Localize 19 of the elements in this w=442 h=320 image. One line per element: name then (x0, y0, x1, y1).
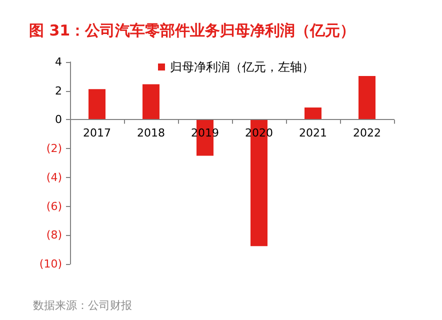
y-tick-label: (10) (39, 258, 62, 270)
y-tick-label: 4 (55, 56, 62, 68)
x-tick-label: 2022 (353, 126, 381, 140)
y-tick-label: (4) (46, 170, 62, 184)
legend-label: 归母净利润（亿元，左轴） (170, 60, 314, 74)
bar (304, 107, 322, 120)
bar (358, 76, 376, 120)
bar (142, 84, 160, 120)
x-tick-label: 2017 (83, 126, 111, 140)
x-tick-label: 2018 (137, 126, 165, 140)
bar (88, 89, 106, 120)
y-tick-label: 2 (55, 84, 62, 98)
x-tick-label: 2021 (299, 126, 327, 140)
y-tick-label: (6) (46, 200, 62, 213)
y-tick-label: (2) (46, 142, 62, 156)
y-tick-label: (8) (46, 228, 62, 242)
source-note: 数据来源：公司财报 (33, 299, 132, 312)
y-tick-label: 0 (55, 113, 62, 126)
chart-title: 图 31：公司汽车零部件业务归母净利润（亿元） (29, 22, 356, 40)
